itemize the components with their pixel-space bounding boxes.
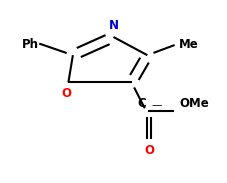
Text: Ph: Ph	[22, 38, 39, 51]
Text: Me: Me	[179, 38, 199, 51]
Text: N: N	[109, 19, 118, 32]
Text: C: C	[138, 97, 146, 110]
Text: —: —	[151, 100, 162, 110]
Text: O: O	[61, 87, 71, 100]
Text: O: O	[144, 144, 154, 157]
Text: OMe: OMe	[179, 97, 209, 110]
